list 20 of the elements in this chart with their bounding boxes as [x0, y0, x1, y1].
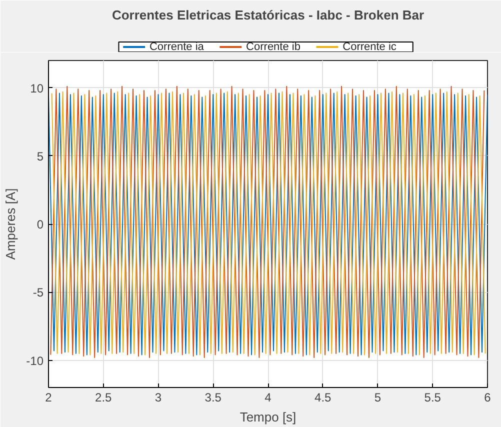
x-axis-title: Tempo [s]: [240, 410, 296, 424]
legend-label: Corrente ia: [149, 41, 205, 53]
chart-title: Correntes Eletricas Estatóricas - Iabc - Broken Bar: [112, 8, 424, 22]
y-axis-title: Amperes [A]: [3, 188, 18, 260]
x-tick-label: 3: [154, 390, 162, 404]
x-tick-label: 6: [484, 390, 492, 404]
y-tick-label: 0: [36, 218, 44, 232]
y-tick-label: -5: [32, 286, 44, 300]
x-tick-label: 5: [374, 390, 382, 404]
x-tick-label: 4: [264, 390, 272, 404]
y-tick-label: 10: [30, 81, 44, 96]
y-tick-label: -10: [26, 354, 44, 368]
x-tick-label: 2.5: [95, 390, 112, 404]
legend-label: Corrente ib: [246, 41, 300, 53]
legend-label: Corrente ic: [342, 41, 397, 53]
x-tick-label: 5.5: [424, 390, 442, 404]
x-tick-label: 3.5: [204, 390, 222, 404]
y-tick-label: 5: [36, 149, 44, 164]
x-tick-label: 2: [45, 390, 52, 404]
x-tick-label: 4.5: [314, 390, 332, 404]
